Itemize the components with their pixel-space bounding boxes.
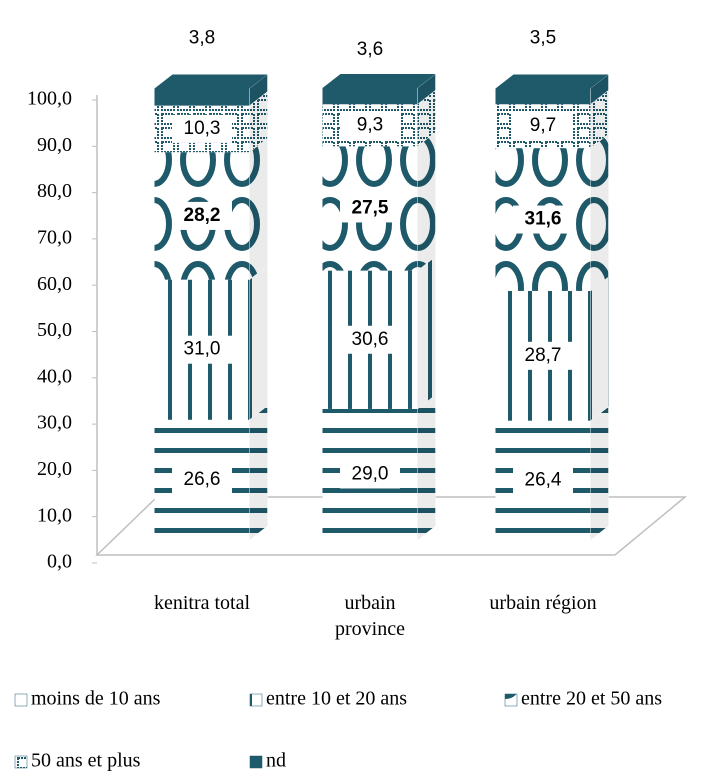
x-tick-label: urbain région [489,592,597,614]
bar-segment [322,89,436,147]
value-label: 30,6 [352,329,389,350]
label-bg [340,194,400,223]
y-tick-label: 80,0 [37,180,72,202]
legend-swatch [249,755,263,769]
bar-side-shade [590,74,609,105]
label-bg [172,201,232,230]
label-bg [340,111,400,140]
bar-side-shade [417,132,436,271]
value-label: 26,6 [184,469,221,490]
value-label: 3,6 [357,39,383,60]
label-bg [513,205,573,234]
y-tick-label: 70,0 [37,226,72,248]
value-label: 9,3 [357,114,383,135]
bar-side-shade [417,256,436,409]
y-tick-label: 90,0 [37,134,72,156]
legend-label: moins de 10 ans [31,688,161,710]
bar-segment [154,91,268,153]
bar-top [495,74,609,89]
label-bg [513,112,573,141]
bar-front [154,88,250,106]
bar-segment [154,73,268,107]
y-tick-label: 50,0 [37,319,72,341]
label-bg [172,465,232,494]
legend-swatch [504,693,518,707]
legend-label: entre 20 et 50 ans [521,688,662,710]
bar-side-shade [249,405,268,540]
bar-side-shade [590,90,609,149]
bar-side-shade [417,74,436,105]
bar-top [154,74,268,89]
bar-top [322,74,436,88]
value-label: 31,6 [525,209,562,230]
y-tick-label: 40,0 [37,365,72,387]
value-label: 29,0 [352,463,389,484]
x-tick-label: urbain province [335,592,405,640]
y-tick-label: 30,0 [37,412,72,434]
value-label: 9,7 [530,115,556,136]
legend-swatch [14,755,28,769]
y-tick-label: 100,0 [27,88,72,110]
value-label: 26,4 [525,469,562,490]
bar-side-shade [249,91,268,153]
bar-segment [322,73,436,105]
label-bg [513,341,573,370]
bar-side-shade [590,276,609,421]
label-bg [513,466,573,495]
y-tick-label: 20,0 [37,458,72,480]
value-label: 28,2 [184,205,221,226]
x-tick-label: kenitra total [153,592,251,614]
y-tick-label: 10,0 [37,504,72,526]
value-label: 3,8 [189,27,215,48]
label-bg [172,114,232,143]
bar-segment [495,73,609,105]
bar-side-shade [249,74,268,106]
label-bg [340,325,400,354]
value-label: 10,3 [184,118,221,139]
value-label: 28,7 [525,345,562,366]
value-label: 27,5 [352,197,389,218]
bar-front [495,88,591,105]
y-tick-label: 60,0 [37,273,72,295]
bar-side-shade [417,90,436,147]
value-label: 3,5 [530,27,556,48]
bar-front [322,88,418,105]
bar-side-shade [417,394,436,540]
label-bg [340,460,400,489]
y-tick-label: 0,0 [47,551,72,573]
bar-side-shade [249,265,268,420]
legend-label: nd [266,750,286,772]
legend-label: 50 ans et plus [31,750,141,772]
legend-swatch [14,693,28,707]
label-bg [172,335,232,364]
legend-label: entre 10 et 20 ans [266,688,407,710]
value-label: 31,0 [184,339,221,360]
bar-side-shade [249,138,268,280]
bar-segment [495,89,609,149]
bar-side-shade [590,134,609,291]
bar-side-shade [590,406,609,540]
legend-swatch [249,693,263,707]
